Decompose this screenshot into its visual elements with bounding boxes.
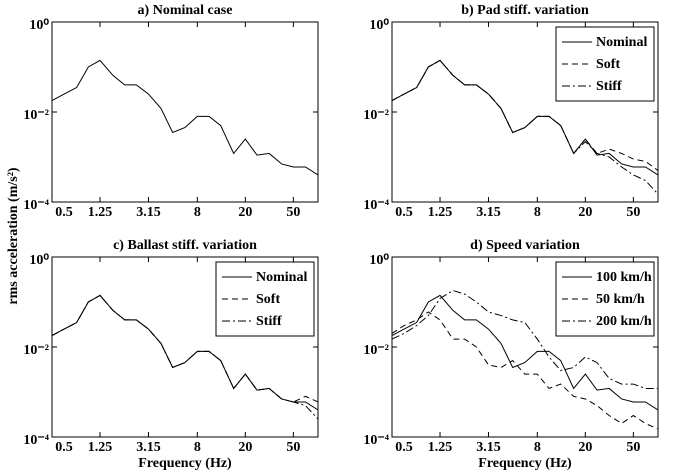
y-tick-label: 10⁻⁴ bbox=[23, 433, 49, 448]
y-tick-label: 10⁻² bbox=[23, 108, 49, 123]
x-tick-label: 1.25 bbox=[428, 205, 453, 220]
x-tick-label: 0.5 bbox=[55, 205, 73, 220]
x-tick-label: 8 bbox=[534, 205, 541, 220]
y-tick-label: 10⁰ bbox=[369, 253, 389, 268]
axes-box bbox=[391, 21, 659, 203]
panel: a) Nominal case 0.5 1.25 3.15 8 20 50 10⁻⁴ 10⁻² 1… bbox=[23, 3, 319, 220]
x-tick-label: 1.25 bbox=[88, 440, 113, 455]
y-tick-label: 10⁻² bbox=[363, 108, 389, 123]
y-tick-label: 10⁻⁴ bbox=[363, 198, 389, 213]
x-tick-label: 20 bbox=[578, 440, 592, 455]
x-tick-label: 1.25 bbox=[428, 440, 453, 455]
x-tick-label: 50 bbox=[626, 440, 640, 455]
x-tick-label: 50 bbox=[286, 440, 300, 455]
data-line bbox=[392, 59, 658, 195]
panel-title: b) Pad stiff. variation bbox=[461, 3, 589, 18]
legend-label: 50 km/h bbox=[596, 292, 645, 307]
panel: c) Ballast stiff. variation Frequency (Hz… bbox=[23, 238, 319, 471]
axes-box bbox=[51, 256, 319, 438]
legend-label: Soft bbox=[256, 292, 280, 307]
legend-label: Nominal bbox=[596, 35, 647, 50]
data-line bbox=[392, 294, 658, 411]
x-tick-label: 3.15 bbox=[136, 205, 161, 220]
x-tick-label: 20 bbox=[238, 205, 252, 220]
x-tick-label: 0.5 bbox=[395, 440, 413, 455]
panel-title: c) Ballast stiff. variation bbox=[113, 238, 257, 253]
x-tick-label: 50 bbox=[626, 205, 640, 220]
panel-title: d) Speed variation bbox=[470, 238, 580, 253]
y-tick-label: 10⁻² bbox=[363, 343, 389, 358]
data-line bbox=[52, 59, 318, 176]
x-tick-label: 3.15 bbox=[476, 440, 501, 455]
legend-label: Stiff bbox=[256, 314, 282, 329]
panel: b) Pad stiff. variation 0.5 1.25 3.15 8 20 50 1… bbox=[363, 3, 659, 220]
x-tick-label: 3.15 bbox=[476, 205, 501, 220]
panel-title: a) Nominal case bbox=[138, 3, 233, 18]
x-tick-label: 0.5 bbox=[395, 205, 413, 220]
x-tick-label: 50 bbox=[286, 205, 300, 220]
y-tick-label: 10⁰ bbox=[29, 18, 49, 33]
x-tick-label: 8 bbox=[194, 205, 201, 220]
y-tick-label: 10⁻⁴ bbox=[23, 198, 49, 213]
x-axis-label: Frequency (Hz) bbox=[478, 456, 572, 471]
y-axis-label: rms acceleration (m/s²) bbox=[6, 167, 21, 304]
panel: d) Speed variation Frequency (Hz) 0.5 1.25 3… bbox=[363, 238, 659, 471]
legend-label: 200 km/h bbox=[596, 314, 652, 329]
x-tick-label: 0.5 bbox=[55, 440, 73, 455]
x-tick-label: 8 bbox=[194, 440, 201, 455]
data-line bbox=[52, 294, 318, 420]
y-tick-label: 10⁻² bbox=[23, 343, 49, 358]
axes-box bbox=[391, 256, 659, 438]
y-tick-label: 10⁻⁴ bbox=[363, 433, 389, 448]
x-axis-label: Frequency (Hz) bbox=[138, 456, 232, 471]
legend-label: 100 km/h bbox=[596, 270, 652, 285]
legend-label: Nominal bbox=[256, 270, 307, 285]
legend-label: Soft bbox=[596, 57, 620, 72]
x-tick-label: 3.15 bbox=[136, 440, 161, 455]
x-tick-label: 8 bbox=[534, 440, 541, 455]
x-tick-label: 20 bbox=[578, 205, 592, 220]
data-line bbox=[392, 311, 658, 430]
x-tick-label: 20 bbox=[238, 440, 252, 455]
axes-box bbox=[51, 21, 319, 203]
x-tick-label: 1.25 bbox=[88, 205, 113, 220]
y-tick-label: 10⁰ bbox=[29, 253, 49, 268]
y-tick-label: 10⁰ bbox=[369, 18, 389, 33]
legend-label: Stiff bbox=[596, 79, 622, 94]
